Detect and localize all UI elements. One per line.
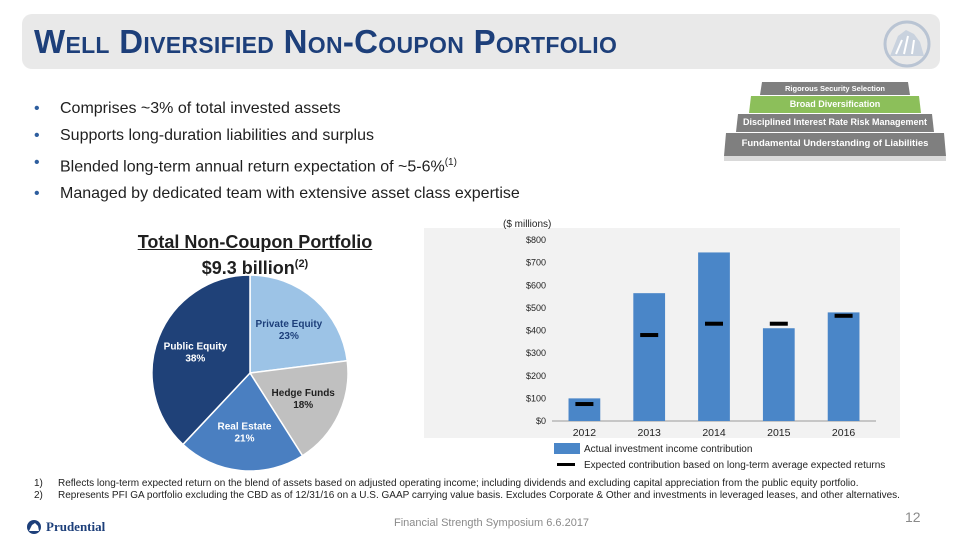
x-tick-label: 2014 <box>702 427 726 439</box>
pie-slice-label: Private Equity <box>256 319 323 330</box>
marker-expected-2012 <box>575 402 594 407</box>
marker-expected-2016 <box>834 313 853 318</box>
y-tick-label: $800 <box>526 235 546 245</box>
marker-expected-2014 <box>705 321 723 326</box>
pyramid-level-4-shape <box>724 133 946 156</box>
pie-slice-label: Hedge Funds <box>272 388 336 399</box>
bar-actual-2013 <box>633 293 666 421</box>
pie-slice-value: 18% <box>293 400 313 411</box>
pie-slice-label: Real Estate <box>218 422 272 433</box>
pyramid-level-3: Disciplined Interest Rate Risk Managemen… <box>742 117 928 127</box>
pie-slice-label: Public Equity <box>164 341 228 352</box>
x-tick-label: 2015 <box>767 427 791 439</box>
page-title: Well Diversified Non-Coupon Portfolio <box>34 23 618 60</box>
pie-title-line2: $9.3 billion <box>201 258 295 278</box>
pie-slice-value: 38% <box>185 353 205 364</box>
footnote-ref: (1) <box>444 157 457 168</box>
footnote: 2) Represents PFI GA portfolio excluding … <box>34 490 900 501</box>
y-tick-label: $300 <box>526 348 546 358</box>
pie-slice <box>248 359 349 457</box>
pie-title-line1: Total Non-Coupon Portfolio <box>137 232 373 252</box>
rock-logo-icon <box>27 520 41 534</box>
legend-swatch-actual <box>554 443 580 454</box>
legend-label-actual: Actual investment income contribution <box>584 444 752 455</box>
x-tick-label: 2012 <box>573 427 597 439</box>
footer-event: Financial Strength Symposium 6.6.2017 <box>394 517 590 529</box>
brand-logo: Prudential <box>26 519 126 537</box>
pyramid-level-4: Fundamental Understanding of Liabilities <box>741 138 929 149</box>
pyramid-level-2-shape <box>749 96 921 113</box>
bar-chart: ($ millions) $0 $100 $200 $300 $400 $500 $600 $7… <box>424 219 900 471</box>
bar-actual-2016 <box>827 312 860 421</box>
bar-actual-2012 <box>568 398 601 421</box>
y-tick-label: $100 <box>526 393 546 403</box>
y-tick-label: $500 <box>526 303 546 313</box>
bullet-item: Comprises ~3% of total invested assets <box>34 95 594 122</box>
y-tick-label: $600 <box>526 280 546 290</box>
marker-expected-2015 <box>769 321 788 326</box>
pie-slice <box>181 371 304 472</box>
chart-unit-label: ($ millions) <box>503 219 551 230</box>
legend-label-expected: Expected contribution based on long-term… <box>584 460 885 471</box>
pie-chart-title: Total Non-Coupon Portfolio $9.3 billion(… <box>120 231 390 279</box>
pyramid-level-2: Broad Diversification <box>789 99 881 109</box>
bar-actual-2014 <box>698 252 730 421</box>
page-number: 12 <box>905 509 921 525</box>
bullet-item: Blended long-term annual return expectat… <box>34 149 594 180</box>
pie-slice-value: 23% <box>279 331 299 342</box>
legend-swatch-expected <box>557 463 575 466</box>
bullet-item: Supports long-duration liabilities and s… <box>34 122 594 149</box>
bullet-item: Managed by dedicated team with extensive… <box>34 180 594 207</box>
strategy-pyramid: Rigorous Security Selection Broad Divers… <box>724 82 946 162</box>
pie-slice-value: 21% <box>234 434 254 445</box>
pie-title-footnote-ref: (2) <box>294 258 309 270</box>
key-points-list: Comprises ~3% of total invested assets S… <box>34 95 594 207</box>
y-tick-label: $700 <box>526 258 546 268</box>
y-tick-label: $400 <box>526 326 546 336</box>
x-tick-label: 2013 <box>638 427 662 439</box>
footnote: 1) Reflects long-term expected return on … <box>34 478 859 489</box>
title-bar: Well Diversified Non-Coupon Portfolio <box>22 14 940 69</box>
rock-of-gibraltar-icon <box>883 20 931 68</box>
footnotes: 1) Reflects long-term expected return on … <box>34 478 914 502</box>
y-tick-label: $200 <box>526 371 546 381</box>
x-tick-label: 2016 <box>832 427 856 439</box>
marker-expected-2013 <box>640 333 659 338</box>
pyramid-level-1: Rigorous Security Selection <box>784 84 886 93</box>
pyramid-level-3-shape <box>736 114 934 132</box>
pie-slice <box>151 274 251 446</box>
brand-name: Prudential <box>46 519 106 534</box>
pie-slice <box>249 274 349 374</box>
y-tick-label: $0 <box>536 416 546 426</box>
pyramid-level-1-shape <box>760 82 910 95</box>
bar-actual-2015 <box>762 328 795 421</box>
